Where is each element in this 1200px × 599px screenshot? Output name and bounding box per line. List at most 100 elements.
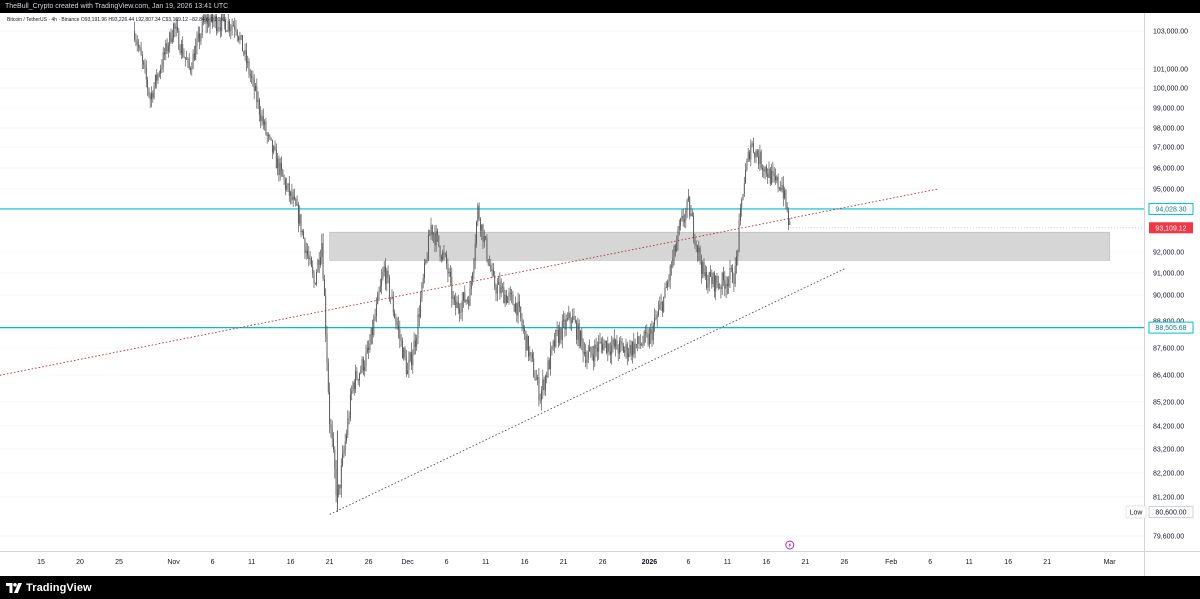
- candle-body: [468, 299, 470, 306]
- x-tick-label: 21: [802, 559, 810, 566]
- x-tick-label: 16: [287, 559, 295, 566]
- candle-body: [343, 450, 345, 454]
- candle-body: [695, 244, 697, 246]
- candle-body: [344, 441, 346, 451]
- candle-body: [567, 318, 568, 320]
- candle-body: [604, 340, 606, 344]
- candle-body: [474, 243, 476, 261]
- candle-body: [513, 304, 515, 312]
- candle-body: [769, 168, 771, 184]
- candle-body: [593, 355, 594, 362]
- candle-body: [538, 377, 540, 400]
- candle-body: [586, 359, 588, 363]
- candle-body: [438, 235, 440, 247]
- trendline[interactable]: [0, 188, 939, 380]
- candle-body: [310, 257, 312, 267]
- candle-body: [643, 331, 645, 344]
- candle-body: [460, 312, 462, 313]
- candle-body: [732, 268, 734, 283]
- candle-body: [251, 75, 253, 78]
- candle-body: [668, 280, 670, 283]
- candle-body: [170, 32, 172, 43]
- candle-body: [619, 341, 620, 354]
- candle-body: [287, 183, 289, 186]
- candle-body: [524, 328, 526, 332]
- tradingview-brand: TradingView: [26, 581, 92, 594]
- candle-body: [230, 28, 232, 31]
- candle-body: [422, 277, 424, 284]
- candle-body: [219, 27, 221, 31]
- candle-body: [621, 342, 623, 346]
- candle-body: [169, 32, 171, 46]
- candle-body: [459, 308, 461, 313]
- candle-body: [399, 329, 401, 339]
- candle-body: [361, 358, 363, 371]
- candle-body: [205, 15, 207, 24]
- candle-body: [613, 339, 615, 347]
- candle-body: [616, 340, 618, 350]
- candle-body: [270, 137, 272, 140]
- candle-body: [366, 347, 368, 353]
- candle-body: [264, 121, 266, 125]
- x-tick-label: 21: [560, 559, 568, 566]
- candle-body: [570, 320, 572, 323]
- candle-body: [157, 73, 159, 81]
- price-axis-panel[interactable]: [1144, 13, 1200, 576]
- candle-body: [503, 287, 505, 304]
- candle-body: [492, 269, 494, 276]
- candle-body: [703, 261, 705, 276]
- candle-body: [426, 260, 428, 261]
- candle-body: [347, 418, 349, 435]
- candle-body: [268, 135, 269, 136]
- candle-body: [526, 336, 528, 351]
- candle-body: [360, 370, 362, 374]
- candle-body: [716, 276, 718, 284]
- candle-body: [658, 309, 659, 315]
- support-zone-rect[interactable]: [329, 231, 1110, 261]
- candle-body: [521, 318, 523, 327]
- candle-body: [624, 349, 626, 353]
- tradingview-logo[interactable]: TradingView: [6, 580, 92, 595]
- candle-body: [304, 238, 306, 253]
- candle-body: [487, 259, 489, 265]
- candle-body: [655, 317, 657, 319]
- candle-body: [253, 78, 255, 91]
- candle-body: [357, 379, 359, 381]
- candle-body: [678, 225, 680, 230]
- candle-body: [689, 197, 691, 217]
- candle-body: [323, 279, 325, 296]
- candle-body: [379, 285, 381, 292]
- candle-body: [746, 160, 748, 170]
- candle-body: [144, 64, 146, 69]
- candle-body: [712, 273, 714, 284]
- candle-body: [444, 254, 446, 256]
- x-tick-label: 26: [841, 559, 849, 566]
- candle-body: [635, 343, 637, 345]
- level-price-tag: [1148, 321, 1194, 334]
- candle-body: [507, 296, 509, 303]
- event-marker[interactable]: [785, 540, 795, 550]
- candle-body: [479, 219, 481, 231]
- candle-body: [749, 152, 750, 160]
- candle-body: [214, 16, 216, 21]
- y-tick-label: 95,000.00: [1153, 187, 1184, 194]
- candle-body: [255, 86, 256, 91]
- candle-body: [763, 169, 765, 172]
- candle-body: [330, 424, 332, 429]
- candle-body: [249, 73, 251, 76]
- candle-body: [190, 67, 191, 70]
- candle-body: [238, 36, 240, 41]
- candle-body: [256, 86, 258, 103]
- candle-body: [544, 375, 546, 391]
- low-price-tag: [1148, 506, 1194, 518]
- candle-body: [191, 68, 193, 70]
- candle-body: [736, 256, 737, 267]
- trendline[interactable]: [329, 268, 845, 515]
- x-tick-label: Nov: [167, 559, 180, 566]
- candle-body: [674, 245, 676, 252]
- candle-body: [711, 276, 713, 284]
- candle-body: [286, 185, 288, 190]
- candle-body: [299, 214, 301, 224]
- candle-body: [382, 272, 384, 279]
